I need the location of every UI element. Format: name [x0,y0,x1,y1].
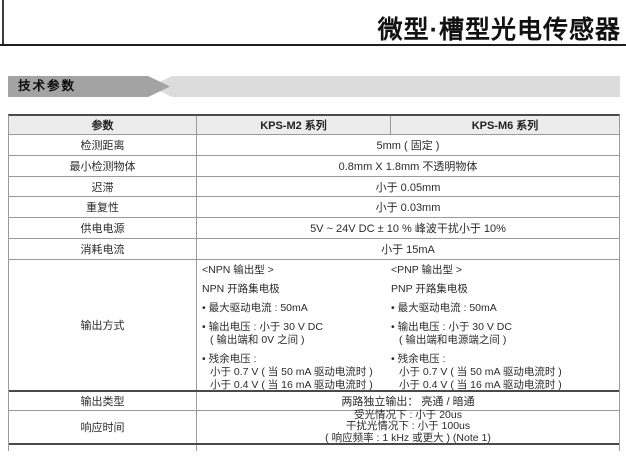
pnp-output-voltage-note: ( 输出端和电源端之间 ) [399,334,507,346]
npn-residual-16ma: 小于 0.4 V ( 当 16 mA 驱动电流时 ) [210,379,373,391]
row-label: 响应时间 [9,411,197,443]
header-param: 参数 [9,116,197,134]
pnp-residual-16ma: 小于 0.4 V ( 当 16 mA 驱动电流时 ) [399,379,562,391]
row-value: 5V ~ 24V DC ± 10 % 峰波干扰小于 10% [310,223,506,235]
npn-heading: <NPN 输出型 > [202,264,274,276]
npn-output-column: <NPN 输出型 > NPN 开路集电极 • 最大驱动电流 : 50mA • 输… [202,264,391,392]
row-label: 输出方式 [9,260,197,390]
npn-output-voltage: • 输出电压 : 小于 30 V DC [202,321,323,333]
banner-light-band [150,76,620,97]
pnp-residual-voltage: • 残余电压 : [391,353,446,365]
header-kps-m6: KPS-M6 系列 [471,120,539,132]
pnp-heading: <PNP 输出型 > [391,264,462,276]
pnp-output-column: <PNP 输出型 > PNP 开路集电极 • 最大驱动电流 : 50mA • 输… [391,264,619,392]
row-value: 0.8mm X 1.8mm 不透明物体 [338,161,478,173]
pnp-collector: PNP 开路集电极 [391,283,468,295]
pnp-drive-current: • 最大驱动电流 : 50mA [391,302,497,314]
row-label: 检测距离 [9,135,197,155]
row-label: 迟滞 [9,177,197,196]
npn-collector: NPN 开路集电极 [202,283,280,295]
row-value-empty [197,445,619,451]
section-banner: 技术参数 [8,76,620,97]
npn-drive-current: • 最大驱动电流 : 50mA [202,302,308,314]
pnp-residual-50ma: 小于 0.7 V ( 当 50 mA 驱动电流时 ) [399,366,562,378]
table-row-repeatability: 重复性 小于 0.03mm [9,197,619,218]
table-row-current-consumption: 消耗电流 小于 15mA [9,239,619,260]
row-label: 重复性 [9,197,197,217]
row-value: 小于 15mA [381,244,435,256]
row-value: 小于 0.05mm [375,181,441,194]
table-row-detect-distance: 检测距离 5mm ( 固定 ) [9,135,619,156]
row-value: 小于 0.03mm [375,202,441,214]
table-header-row: 参数 KPS-M2 系列 KPS-M6 系列 [9,116,619,135]
row-value: 两路独立输出： 亮通 / 暗通 [341,396,475,408]
row-label: 消耗电流 [9,239,197,259]
npn-residual-voltage: • 残余电压 : [202,353,257,365]
section-banner-label: 技术参数 [18,79,77,93]
table-row-output-mode: 输出方式 <NPN 输出型 > NPN 开路集电极 • 最大驱动电流 : 50m… [9,260,619,392]
table-row-output-type: 输出类型 两路独立输出： 亮通 / 暗通 [9,392,619,411]
response-frequency-note: ( 响应频率 : 1 kHz 或更大 ) (Note 1) [325,431,491,444]
npn-residual-50ma: 小于 0.7 V ( 当 50 mA 驱动电流时 ) [210,366,373,378]
page-title: 微型·槽型光电传感器 [377,16,621,44]
output-mode-cell: <NPN 输出型 > NPN 开路集电极 • 最大驱动电流 : 50mA • 输… [197,260,619,392]
table-row-response-time: 响应时间 受光情况下 : 小于 20us 干扰光情况下 : 小于 100us (… [9,408,619,445]
response-interference: 干扰光情况下 : 小于 100us [345,420,471,433]
response-light-received: 受光情况下 : 小于 20us [354,408,462,421]
npn-output-voltage-note: ( 输出端和 0V 之间 ) [210,334,305,346]
table-row-min-object: 最小检测物体 0.8mm X 1.8mm 不透明物体 [9,156,619,177]
page-edge-line [2,0,4,44]
row-label: 输出类型 [9,392,197,410]
row-label: 供电电源 [9,218,197,238]
pnp-output-voltage: • 输出电压 : 小于 30 V DC [391,321,512,333]
response-time-cell: 受光情况下 : 小于 20us 干扰光情况下 : 小于 100us ( 响应频率… [197,408,619,444]
table-row-cutoff [9,445,619,451]
spec-table: 参数 KPS-M2 系列 KPS-M6 系列 检测距离 5mm ( 固定 ) 最… [8,114,620,451]
row-label-empty [9,445,197,451]
header-kps-m2: KPS-M2 系列 [197,116,391,134]
banner-arrow [8,76,170,97]
table-row-hysteresis: 迟滞 小于 0.05mm [9,177,619,197]
row-value: 5mm ( 固定 ) [376,140,440,152]
table-row-power-supply: 供电电源 5V ~ 24V DC ± 10 % 峰波干扰小于 10% [9,218,619,239]
title-divider [0,44,626,46]
row-label: 最小检测物体 [9,156,197,176]
